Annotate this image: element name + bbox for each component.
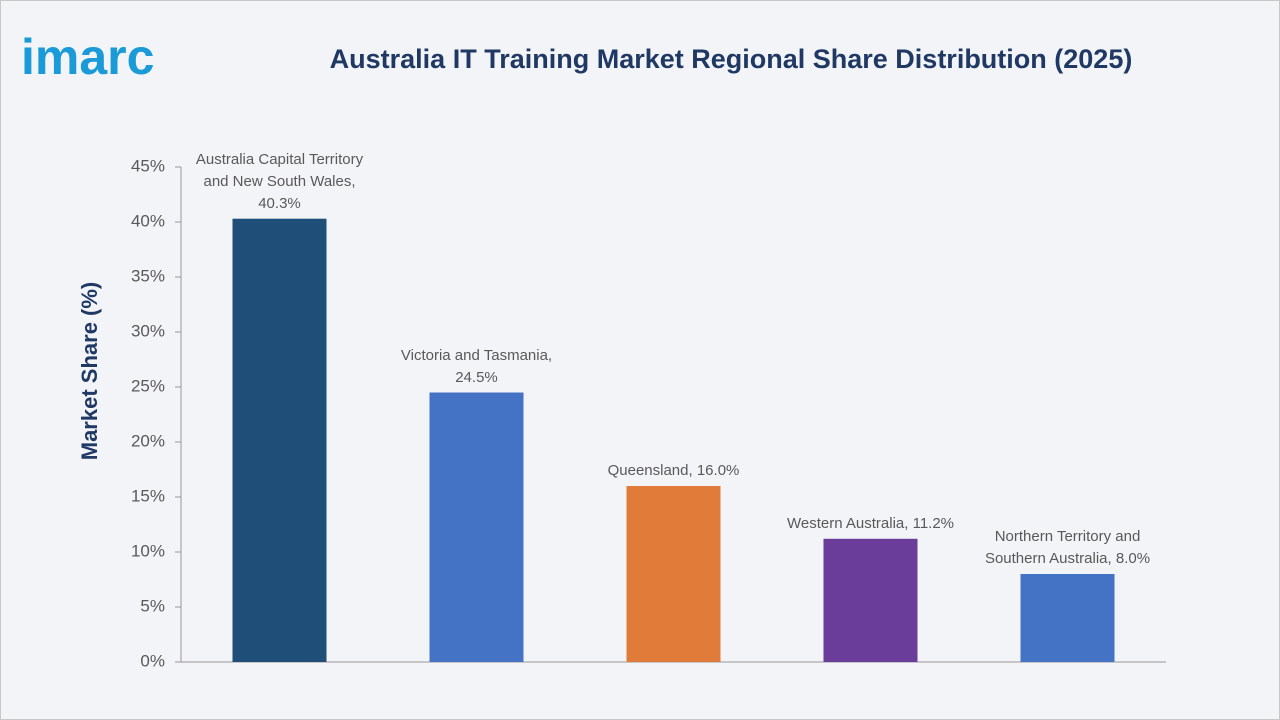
category-name: Western Australia, (786, 514, 909, 532)
y-tick-label: 5% (140, 596, 165, 615)
category-name: Northern Territory and Southern Australi… (984, 528, 1141, 567)
data-label: Western Australia, 11.2% (786, 513, 956, 535)
bar (232, 218, 327, 662)
value-label: 16.0% (696, 462, 740, 479)
category-name: Australia Capital Territory and New Sout… (195, 150, 364, 190)
data-label: Northern Territory and Southern Australi… (983, 526, 1153, 570)
y-tick-label: 40% (131, 211, 165, 230)
category-name: Victoria and Tasmania, (400, 346, 553, 364)
y-tick-label: 30% (131, 321, 165, 340)
data-label: Australia Capital Territory and New Sout… (195, 149, 365, 215)
y-axis-title: Market Share (%) (77, 282, 102, 461)
category-name: Queensland, (607, 462, 693, 479)
y-tick-label: 10% (131, 541, 165, 560)
logo: imarc (21, 29, 154, 85)
y-tick-label: 0% (140, 651, 165, 670)
bar (626, 486, 721, 662)
value-label: 40.3% (258, 194, 301, 212)
data-label: Queensland, 16.0% (589, 460, 759, 482)
value-label: 11.2% (912, 514, 955, 532)
y-tick-label: 45% (131, 156, 165, 175)
value-label: 24.5% (455, 368, 498, 386)
bar (429, 392, 524, 662)
y-tick-label: 20% (131, 431, 165, 450)
y-tick-label: 15% (131, 486, 165, 505)
value-label: 8.0% (1115, 550, 1151, 567)
bar (823, 538, 918, 662)
bar (1020, 574, 1115, 662)
data-label: Victoria and Tasmania, 24.5% (392, 345, 562, 389)
y-tick-label: 35% (131, 266, 165, 285)
y-tick-label: 25% (131, 376, 165, 395)
chart-title: Australia IT Training Market Regional Sh… (330, 44, 1133, 74)
